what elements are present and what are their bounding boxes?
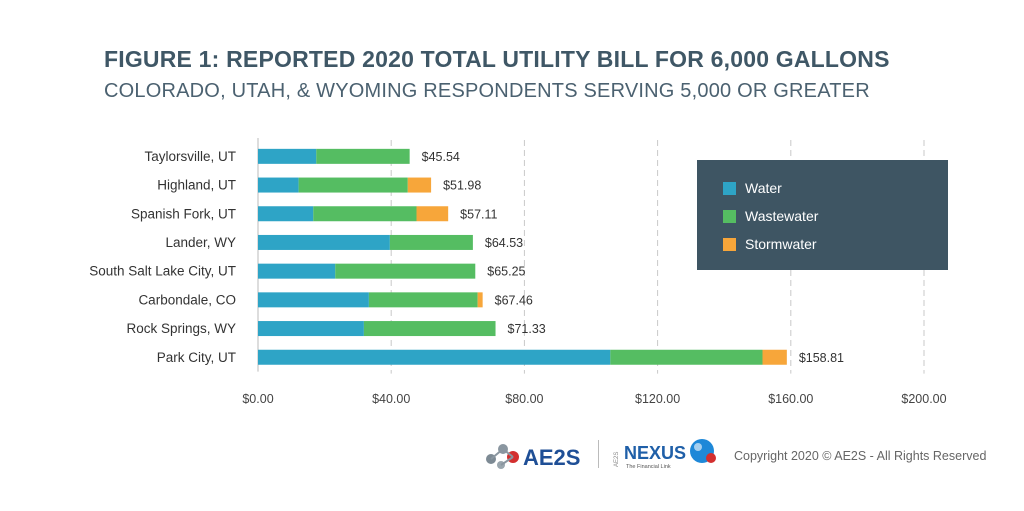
bar-segment-wastewater <box>368 292 478 308</box>
x-tick-label: $0.00 <box>242 392 273 406</box>
category-label: Spanish Fork, UT <box>131 206 236 221</box>
data-label: $65.25 <box>487 265 525 279</box>
nexus-logo-text: NEXUS <box>624 443 686 463</box>
bar-segment-wastewater <box>298 177 408 193</box>
bar-segment-water <box>258 177 299 193</box>
data-label: $45.54 <box>422 150 460 164</box>
bar-segment-wastewater <box>335 263 476 279</box>
ae2s-logo-text: AE2S <box>523 445 580 470</box>
legend-item-wastewater: Wastewater <box>723 207 818 225</box>
category-label: South Salt Lake City, UT <box>89 264 236 279</box>
category-label: Lander, WY <box>165 235 236 250</box>
x-tick-label: $120.00 <box>635 392 680 406</box>
data-label: $158.81 <box>799 351 844 365</box>
chart-legend: Water Wastewater Stormwater <box>697 160 948 270</box>
category-label: Rock Springs, WY <box>126 321 236 336</box>
bar-segment-water <box>258 292 369 308</box>
legend-item-water: Water <box>723 179 782 197</box>
nexus-prefix: AE2S <box>614 452 620 467</box>
bar-segment-stormwater <box>762 349 787 365</box>
category-label: Carbondale, CO <box>138 292 236 307</box>
category-label: Highland, UT <box>157 178 236 193</box>
bar-segment-water <box>258 263 336 279</box>
legend-label-wastewater: Wastewater <box>745 208 819 224</box>
x-tick-label: $80.00 <box>505 392 543 406</box>
chart-subtitle: COLORADO, UTAH, & WYOMING RESPONDENTS SE… <box>104 80 870 102</box>
nexus-tagline: The Financial Link <box>626 464 671 470</box>
legend-label-water: Water <box>745 180 782 196</box>
bar-segment-water <box>258 321 364 337</box>
bar-segment-water <box>258 206 314 222</box>
ae2s-logo: AE2S <box>486 444 580 470</box>
bar-segment-stormwater <box>416 206 449 222</box>
footer-divider <box>598 440 599 468</box>
x-tick-label: $40.00 <box>372 392 410 406</box>
legend-label-stormwater: Stormwater <box>745 236 817 252</box>
bar-segment-wastewater <box>389 234 473 250</box>
x-tick-label: $160.00 <box>768 392 813 406</box>
data-label: $64.53 <box>485 236 523 250</box>
bar-segment-wastewater <box>313 206 417 222</box>
bar-segment-water <box>258 148 317 164</box>
nexus-logo: AE2S NEXUS The Financial Link <box>614 439 716 470</box>
bar-segment-wastewater <box>610 349 763 365</box>
bar-chart: $0.00 $40.00 $80.00 $120.00 $160.00 $200.00 Ta… <box>89 138 947 406</box>
legend-swatch-water <box>723 181 736 195</box>
bar-segment-water <box>258 349 611 365</box>
copyright-text: Copyright 2020 © AE2S - All Rights Reser… <box>734 449 987 463</box>
data-label: $71.33 <box>508 322 546 336</box>
bar-segment-stormwater <box>477 292 483 308</box>
legend-item-stormwater: Stormwater <box>723 235 817 253</box>
bar-segment-water <box>258 234 390 250</box>
bar-segment-stormwater <box>407 177 432 193</box>
legend-swatch-stormwater <box>723 237 736 251</box>
bar-segment-wastewater <box>363 321 496 337</box>
data-label: $67.46 <box>495 293 533 307</box>
bar-segment-wastewater <box>316 148 410 164</box>
data-label: $51.98 <box>443 179 481 193</box>
category-label: Park City, UT <box>157 350 236 365</box>
chart-title: FIGURE 1: REPORTED 2020 TOTAL UTILITY BI… <box>104 46 890 72</box>
x-tick-label: $200.00 <box>901 392 946 406</box>
legend-swatch-wastewater <box>723 209 736 223</box>
data-label: $57.11 <box>460 207 497 221</box>
category-label: Taylorsville, UT <box>144 149 236 164</box>
